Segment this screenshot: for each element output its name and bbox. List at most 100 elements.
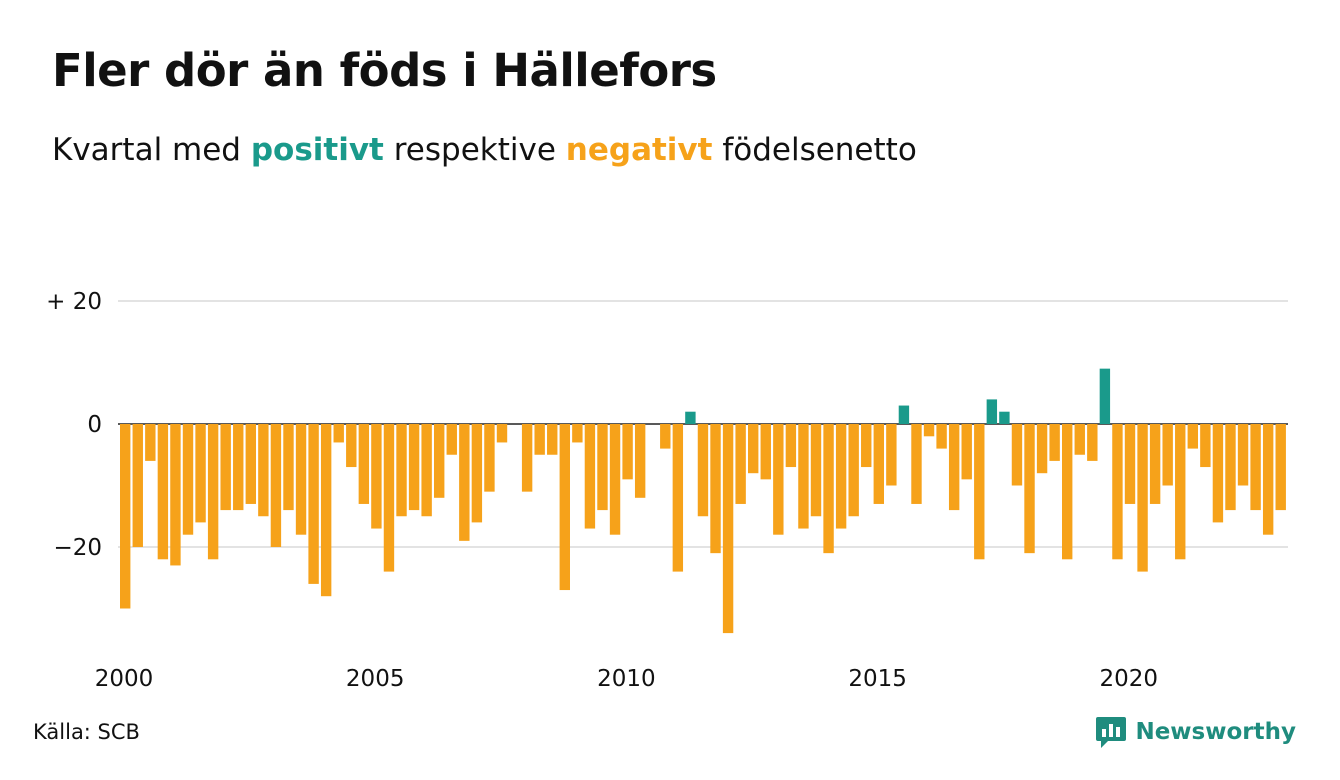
source-note: Källa: SCB [33,720,140,744]
bar-negative [371,424,382,529]
bar-negative [195,424,206,523]
bar-negative [597,424,608,511]
bar-negative [660,424,671,449]
bar-negative [785,424,797,468]
bar-negative [207,424,219,560]
bar-negative [358,424,370,504]
bar-negative [936,424,947,449]
bar-negative [1024,424,1035,554]
bars [120,368,1286,634]
bar-negative [1162,424,1173,486]
bar-negative [572,424,583,443]
bar-negative [408,424,420,511]
bar-negative [622,424,633,480]
bar-negative [308,424,319,584]
bar-negative [923,424,935,437]
bar-positive [999,411,1010,424]
x-tick-label: 2010 [597,666,656,692]
x-tick-label: 2000 [95,666,154,692]
bar-negative [1036,424,1048,474]
bar-negative [145,424,156,461]
bar-negative [446,424,457,455]
subtitle-prefix: Kvartal med [52,132,251,168]
bar-negative [547,424,558,455]
bar-negative [1237,424,1249,486]
bar-negative [760,424,771,480]
bar-negative [810,424,822,517]
bar-negative [835,424,847,529]
brand-name: Newsworthy [1135,719,1296,745]
bar-negative [434,424,445,498]
bar-positive [898,405,910,424]
y-tick-label: −20 [53,535,102,561]
bar-negative [396,424,407,517]
bar-negative [823,424,834,554]
bar-negative [634,424,646,498]
x-tick-label: 2015 [848,666,907,692]
chart-subtitle: Kvartal med positivt respektive negativt… [52,132,917,168]
bar-negative [748,424,759,474]
bar-positive [685,411,696,424]
y-tick-label: + 20 [46,289,102,315]
bar-negative [258,424,269,517]
bar-negative [283,424,294,511]
bar-negative [1200,424,1211,468]
bar-negative [421,424,432,517]
bar-negative [157,424,169,560]
bar-negative [521,424,533,492]
chart-title: Fler dör än föds i Hällefors [52,44,717,97]
bar-negative [961,424,972,480]
bar-negative [1074,424,1085,455]
bar-negative [270,424,282,547]
bar-negative [948,424,960,511]
bar-negative [974,424,985,560]
bar-negative [873,424,884,504]
bar-negative [383,424,395,572]
x-tick-label: 2005 [346,666,405,692]
bar-negative [1149,424,1161,504]
bar-negative [295,424,307,535]
bar-positive [1099,368,1111,424]
bar-negative [1262,424,1274,535]
bar-negative [471,424,483,523]
bar-negative [1275,424,1286,511]
bar-negative [459,424,470,541]
subtitle-positive-keyword: positivt [250,132,384,168]
bar-negative [710,424,721,554]
bar-negative [1212,424,1224,523]
bar-negative [735,424,746,504]
bar-negative [798,424,809,529]
subtitle-suffix: födelsenetto [712,132,917,168]
bar-negative [584,424,596,529]
bar-negative [534,424,545,455]
bar-negative [170,424,181,566]
bar-negative [848,424,859,517]
bar-negative [484,424,495,492]
bar-negative [346,424,357,468]
bar-negative [609,424,621,535]
bar-negative [1011,424,1023,486]
bar-negative [697,424,709,517]
brand-logo: Newsworthy [1095,714,1296,750]
bar-negative [886,424,897,486]
bar-negative [672,424,684,572]
bar-negative [1124,424,1136,504]
bar-negative [320,424,332,597]
bar-positive [986,399,998,424]
bar-negative [1112,424,1123,560]
bar-negative [1049,424,1060,461]
bar-negative [220,424,231,511]
x-tick-label: 2020 [1100,666,1159,692]
bar-negative [1225,424,1236,511]
bar-negative [1175,424,1186,560]
bar-negative [132,424,143,547]
bar-negative [1187,424,1198,449]
axis-labels: + 20 0 −20 2000 2005 2010 2015 2020 [46,289,1158,692]
bar-negative [1250,424,1261,511]
bar-negative [245,424,256,504]
bar-negative [722,424,734,634]
bar-negative [333,424,344,443]
bar-negative [1137,424,1148,572]
bar-negative [861,424,872,468]
